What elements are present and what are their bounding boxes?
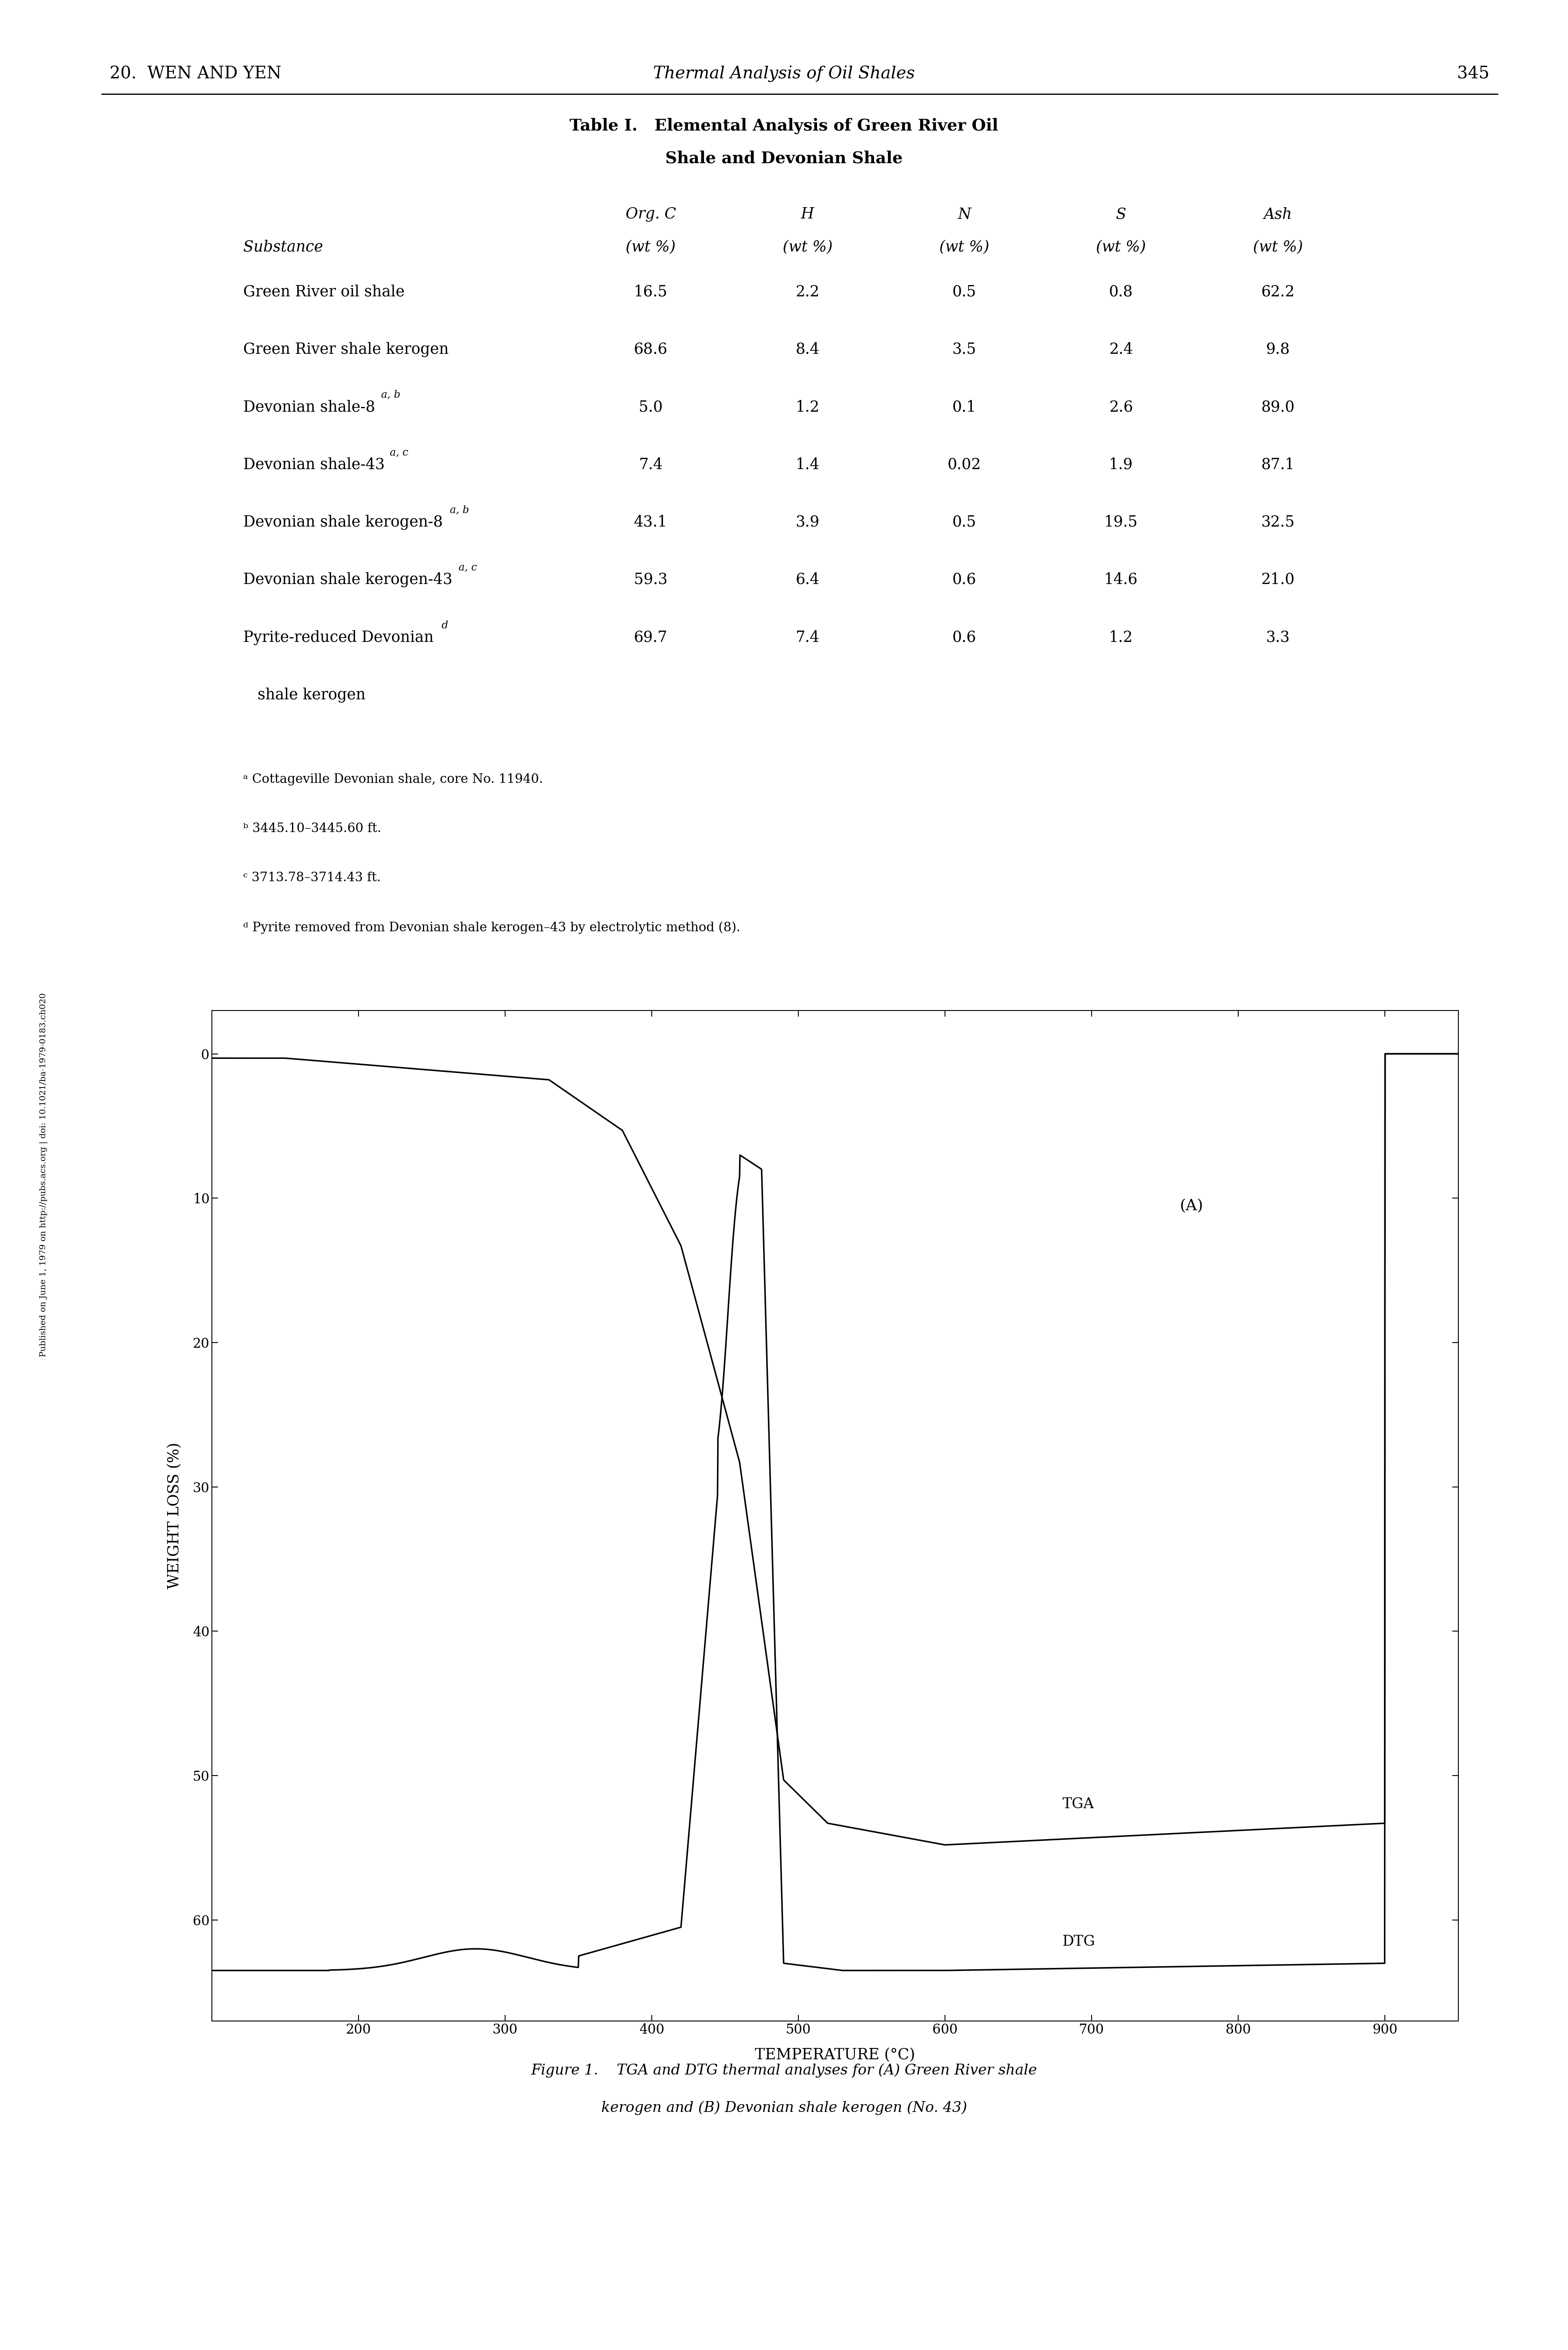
Text: 3.3: 3.3 bbox=[1265, 630, 1290, 644]
Text: 16.5: 16.5 bbox=[633, 284, 668, 298]
Text: Pyrite-reduced Devonian: Pyrite-reduced Devonian bbox=[243, 630, 433, 644]
Text: 9.8: 9.8 bbox=[1265, 341, 1290, 357]
Text: 43.1: 43.1 bbox=[633, 515, 668, 529]
Text: S: S bbox=[1116, 207, 1126, 221]
Text: ᶜ 3713.78–3714.43 ft.: ᶜ 3713.78–3714.43 ft. bbox=[243, 872, 381, 884]
Text: 0.6: 0.6 bbox=[952, 630, 977, 644]
Text: Shale and Devonian Shale: Shale and Devonian Shale bbox=[665, 150, 903, 167]
Text: 6.4: 6.4 bbox=[795, 573, 820, 588]
Text: 0.6: 0.6 bbox=[952, 573, 977, 588]
Text: shale kerogen: shale kerogen bbox=[243, 686, 365, 703]
Text: 87.1: 87.1 bbox=[1261, 458, 1295, 472]
Text: 7.4: 7.4 bbox=[638, 458, 663, 472]
Text: 3.5: 3.5 bbox=[952, 341, 977, 357]
Text: N: N bbox=[958, 207, 971, 221]
Text: Substance: Substance bbox=[243, 240, 323, 254]
Text: ᵇ 3445.10–3445.60 ft.: ᵇ 3445.10–3445.60 ft. bbox=[243, 822, 381, 834]
Text: a, b: a, b bbox=[381, 390, 400, 400]
Text: Devonian shale-43: Devonian shale-43 bbox=[243, 458, 384, 472]
Text: 2.4: 2.4 bbox=[1109, 341, 1134, 357]
Text: 0.02: 0.02 bbox=[947, 458, 982, 472]
Text: Figure 1.    TGA and DTG thermal analyses for (A) Green River shale: Figure 1. TGA and DTG thermal analyses f… bbox=[532, 2063, 1036, 2077]
Text: TGA: TGA bbox=[1062, 1798, 1094, 1812]
Text: 8.4: 8.4 bbox=[795, 341, 820, 357]
Text: 62.2: 62.2 bbox=[1261, 284, 1295, 298]
Text: 0.5: 0.5 bbox=[952, 515, 977, 529]
Text: 0.8: 0.8 bbox=[1109, 284, 1134, 298]
Text: 1.2: 1.2 bbox=[1109, 630, 1134, 644]
Text: 2.6: 2.6 bbox=[1109, 400, 1134, 414]
Text: H: H bbox=[801, 207, 814, 221]
Text: DTG: DTG bbox=[1062, 1934, 1094, 1948]
Text: (A): (A) bbox=[1179, 1198, 1203, 1213]
Text: Devonian shale kerogen-8: Devonian shale kerogen-8 bbox=[243, 515, 442, 529]
X-axis label: TEMPERATURE (°C): TEMPERATURE (°C) bbox=[754, 2047, 916, 2063]
Text: 19.5: 19.5 bbox=[1104, 515, 1138, 529]
Text: Devonian shale-8: Devonian shale-8 bbox=[243, 400, 375, 414]
Text: Thermal Analysis of Oil Shales: Thermal Analysis of Oil Shales bbox=[652, 66, 916, 82]
Text: Table I.   Elemental Analysis of Green River Oil: Table I. Elemental Analysis of Green Riv… bbox=[569, 118, 999, 134]
Text: 59.3: 59.3 bbox=[633, 573, 668, 588]
Text: (wt %): (wt %) bbox=[626, 240, 676, 254]
Text: 14.6: 14.6 bbox=[1104, 573, 1138, 588]
Text: 32.5: 32.5 bbox=[1261, 515, 1295, 529]
Text: ᵈ Pyrite removed from Devonian shale kerogen–43 by electrolytic method (8).: ᵈ Pyrite removed from Devonian shale ker… bbox=[243, 921, 740, 933]
Text: 7.4: 7.4 bbox=[795, 630, 820, 644]
Text: 1.9: 1.9 bbox=[1109, 458, 1134, 472]
Text: 89.0: 89.0 bbox=[1261, 400, 1295, 414]
Text: a, c: a, c bbox=[390, 446, 408, 458]
Text: 21.0: 21.0 bbox=[1261, 573, 1295, 588]
Text: a, b: a, b bbox=[450, 505, 469, 515]
Text: 69.7: 69.7 bbox=[633, 630, 668, 644]
Y-axis label: WEIGHT LOSS (%): WEIGHT LOSS (%) bbox=[166, 1443, 182, 1589]
Text: Ash: Ash bbox=[1264, 207, 1292, 221]
Text: (wt %): (wt %) bbox=[1096, 240, 1146, 254]
Text: 1.4: 1.4 bbox=[795, 458, 820, 472]
Text: d: d bbox=[442, 620, 448, 630]
Text: 0.5: 0.5 bbox=[952, 284, 977, 298]
Text: (wt %): (wt %) bbox=[939, 240, 989, 254]
Text: 2.2: 2.2 bbox=[795, 284, 820, 298]
Text: 0.1: 0.1 bbox=[952, 400, 977, 414]
Text: Devonian shale kerogen-43: Devonian shale kerogen-43 bbox=[243, 573, 452, 588]
Text: 68.6: 68.6 bbox=[633, 341, 668, 357]
Text: 345: 345 bbox=[1457, 66, 1490, 82]
Text: a, c: a, c bbox=[458, 564, 477, 573]
Text: 1.2: 1.2 bbox=[795, 400, 820, 414]
Text: Org. C: Org. C bbox=[626, 207, 676, 221]
Text: Green River oil shale: Green River oil shale bbox=[243, 284, 405, 298]
Text: 20.  WEN AND YEN: 20. WEN AND YEN bbox=[110, 66, 282, 82]
Text: ᵃ Cottageville Devonian shale, core No. 11940.: ᵃ Cottageville Devonian shale, core No. … bbox=[243, 773, 543, 785]
Text: (wt %): (wt %) bbox=[1253, 240, 1303, 254]
Text: (wt %): (wt %) bbox=[782, 240, 833, 254]
Text: 3.9: 3.9 bbox=[795, 515, 820, 529]
Text: 5.0: 5.0 bbox=[638, 400, 663, 414]
Text: Published on June 1, 1979 on http://pubs.acs.org | doi: 10.1021/ba-1979-0183.ch0: Published on June 1, 1979 on http://pubs… bbox=[39, 994, 49, 1356]
Text: kerogen and (B) Devonian shale kerogen (No. 43): kerogen and (B) Devonian shale kerogen (… bbox=[601, 2101, 967, 2115]
Text: Green River shale kerogen: Green River shale kerogen bbox=[243, 341, 448, 357]
